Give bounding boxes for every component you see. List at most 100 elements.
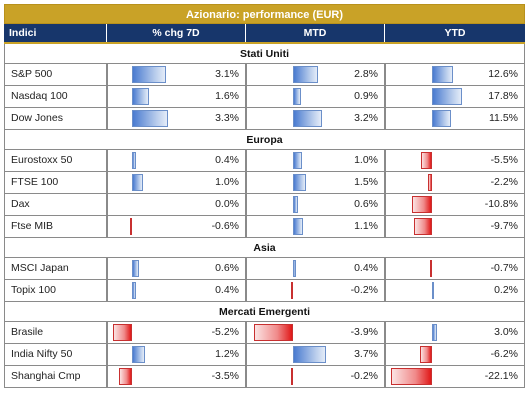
chg7d-bar-area bbox=[112, 346, 192, 363]
chg7d-bar-area bbox=[112, 66, 192, 83]
chg7d-data-bar bbox=[132, 260, 139, 277]
chg7d-bar-area bbox=[112, 260, 192, 277]
mtd-value: 1.1% bbox=[354, 220, 378, 232]
section-europa: Europa bbox=[4, 130, 525, 150]
table-row: Nasdaq 100 1.6% 0.9% 17.8% bbox=[4, 86, 525, 108]
mtd-value: 0.6% bbox=[354, 198, 378, 210]
mtd-value: 3.2% bbox=[354, 112, 378, 124]
ytd-data-bar bbox=[431, 66, 454, 83]
ytd-data-bar bbox=[431, 110, 452, 127]
ytd-bar-area bbox=[390, 368, 470, 385]
ytd-value: 3.0% bbox=[494, 326, 518, 338]
chg7d-value: 3.1% bbox=[215, 68, 239, 80]
mtd-data-bar bbox=[292, 152, 302, 169]
table-row: Shanghai Cmp -3.5% -0.2% -22.1% bbox=[4, 366, 525, 388]
mtd-cell: -0.2% bbox=[246, 280, 385, 302]
chg7d-bar-area bbox=[112, 110, 192, 127]
mtd-value: 1.5% bbox=[354, 176, 378, 188]
mtd-data-bar bbox=[292, 196, 299, 213]
chg7d-data-bar bbox=[132, 110, 168, 127]
mtd-data-bar bbox=[292, 260, 297, 277]
chg7d-value: -3.5% bbox=[211, 370, 239, 382]
section-mercati-emergenti: Mercati Emergenti bbox=[4, 302, 525, 322]
chg7d-cell: 0.4% bbox=[107, 150, 246, 172]
index-name: Brasile bbox=[4, 322, 107, 344]
ytd-bar-area bbox=[390, 324, 470, 341]
header-row: Indici % chg 7D MTD YTD bbox=[4, 24, 525, 44]
ytd-cell: 11.5% bbox=[385, 108, 525, 130]
mtd-bar-area bbox=[251, 196, 331, 213]
ytd-cell: -2.2% bbox=[385, 172, 525, 194]
index-name: Eurostoxx 50 bbox=[4, 150, 107, 172]
chg7d-value: 0.4% bbox=[215, 154, 239, 166]
chg7d-cell: 0.0% bbox=[107, 194, 246, 216]
ytd-data-bar bbox=[411, 196, 432, 213]
ytd-value: 0.2% bbox=[494, 284, 518, 296]
mtd-bar-area bbox=[251, 346, 331, 363]
chg7d-value: 3.3% bbox=[215, 112, 239, 124]
mtd-bar-area bbox=[251, 110, 331, 127]
table-row: Dow Jones 3.3% 3.2% 11.5% bbox=[4, 108, 525, 130]
chg7d-cell: -0.6% bbox=[107, 216, 246, 238]
ytd-cell: 17.8% bbox=[385, 86, 525, 108]
chg7d-cell: 1.2% bbox=[107, 344, 246, 366]
index-name: Topix 100 bbox=[4, 280, 107, 302]
ytd-cell: 0.2% bbox=[385, 280, 525, 302]
chg7d-cell: 1.0% bbox=[107, 172, 246, 194]
mtd-cell: 1.1% bbox=[246, 216, 385, 238]
ytd-data-bar bbox=[431, 324, 437, 341]
ytd-bar-area bbox=[390, 110, 470, 127]
index-name: Dow Jones bbox=[4, 108, 107, 130]
chg7d-cell: 3.3% bbox=[107, 108, 246, 130]
chg7d-cell: -3.5% bbox=[107, 366, 246, 388]
ytd-bar-area bbox=[390, 282, 470, 299]
mtd-cell: 0.6% bbox=[246, 194, 385, 216]
mtd-cell: 0.9% bbox=[246, 86, 385, 108]
header-chg7d: % chg 7D bbox=[107, 24, 246, 42]
ytd-bar-area bbox=[390, 196, 470, 213]
mtd-cell: -3.9% bbox=[246, 322, 385, 344]
ytd-data-bar bbox=[390, 368, 432, 385]
ytd-bar-area bbox=[390, 260, 470, 277]
ytd-cell: -6.2% bbox=[385, 344, 525, 366]
chg7d-bar-area bbox=[112, 218, 192, 235]
chg7d-bar-area bbox=[112, 88, 192, 105]
ytd-value: -22.1% bbox=[484, 370, 518, 382]
index-name: S&P 500 bbox=[4, 64, 107, 86]
ytd-value: 17.8% bbox=[488, 90, 518, 102]
table-row: Dax 0.0% 0.6% -10.8% bbox=[4, 194, 525, 216]
mtd-bar-area bbox=[251, 218, 331, 235]
table-row: S&P 500 3.1% 2.8% 12.6% bbox=[4, 64, 525, 86]
ytd-data-bar bbox=[420, 346, 432, 363]
chg7d-bar-area bbox=[112, 324, 192, 341]
index-name: India Nifty 50 bbox=[4, 344, 107, 366]
ytd-value: -10.8% bbox=[484, 198, 518, 210]
index-name: Nasdaq 100 bbox=[4, 86, 107, 108]
chg7d-data-bar bbox=[132, 152, 137, 169]
chg7d-value: 0.6% bbox=[215, 262, 239, 274]
mtd-data-bar bbox=[290, 282, 293, 299]
index-name: Shanghai Cmp bbox=[4, 366, 107, 388]
mtd-data-bar bbox=[292, 66, 319, 83]
chg7d-value: -0.6% bbox=[211, 220, 239, 232]
ytd-cell: -0.7% bbox=[385, 258, 525, 280]
ytd-bar-area bbox=[390, 174, 470, 191]
chg7d-cell: 0.4% bbox=[107, 280, 246, 302]
ytd-bar-area bbox=[390, 152, 470, 169]
mtd-bar-area bbox=[251, 88, 331, 105]
ytd-data-bar bbox=[413, 218, 432, 235]
table-row: Ftse MIB -0.6% 1.1% -9.7% bbox=[4, 216, 525, 238]
ytd-data-bar bbox=[431, 282, 434, 299]
section-stati-uniti: Stati Uniti bbox=[4, 44, 525, 64]
chg7d-value: 1.2% bbox=[215, 348, 239, 360]
table-row: Eurostoxx 50 0.4% 1.0% -5.5% bbox=[4, 150, 525, 172]
mtd-cell: -0.2% bbox=[246, 366, 385, 388]
ytd-data-bar bbox=[431, 88, 462, 105]
ytd-value: 11.5% bbox=[489, 112, 518, 124]
header-mtd: MTD bbox=[246, 24, 385, 42]
table-body: Stati Uniti S&P 500 3.1% 2.8% 12.6% Nasdaq 10… bbox=[4, 44, 525, 388]
mtd-data-bar bbox=[253, 324, 293, 341]
mtd-cell: 3.7% bbox=[246, 344, 385, 366]
ytd-value: -9.7% bbox=[490, 220, 518, 232]
chg7d-cell: 1.6% bbox=[107, 86, 246, 108]
